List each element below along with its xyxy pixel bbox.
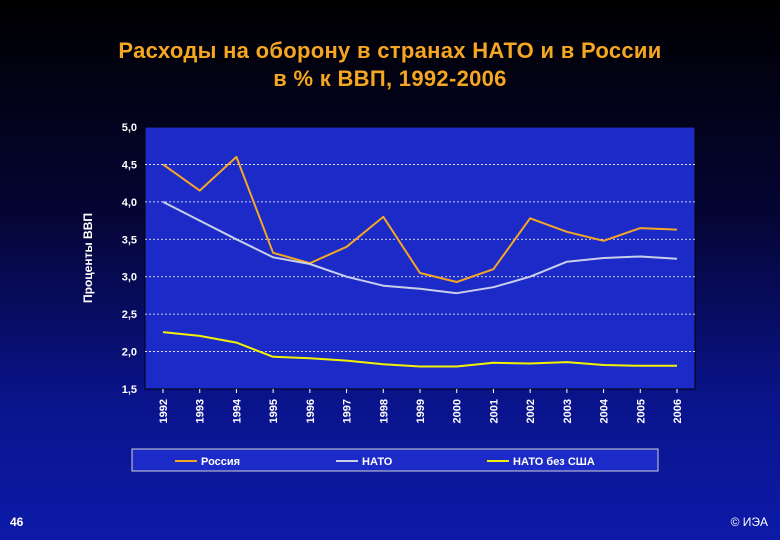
series-line-1 — [162, 155, 678, 283]
x-tick-label: 2003 — [562, 399, 574, 423]
y-tick-label: 3,0 — [122, 272, 137, 284]
legend-label: Россия — [201, 456, 240, 468]
x-tick-label: 1998 — [378, 399, 390, 423]
x-tick-label: 2005 — [635, 399, 647, 423]
copyright-notice: © ИЭА — [730, 515, 768, 529]
x-tick-label: 1995 — [268, 399, 280, 423]
x-tick-label: 2002 — [525, 399, 537, 423]
y-tick-label: 3,5 — [122, 234, 137, 246]
x-tick-label: 2006 — [672, 399, 684, 423]
y-tick-label: 2,5 — [122, 309, 137, 321]
x-tick-label: 1994 — [231, 398, 243, 423]
x-tick-label: 1999 — [415, 399, 427, 423]
legend-label: НАТО без США — [513, 456, 595, 468]
x-tick-label: 2004 — [599, 398, 611, 423]
series-line-2 — [162, 201, 678, 295]
x-tick-label: 1997 — [342, 399, 354, 423]
legend-label: НАТО — [362, 456, 393, 468]
y-tick-label: 1,5 — [122, 384, 137, 396]
series-line-3 — [162, 331, 677, 368]
y-tick-label: 2,0 — [122, 347, 137, 359]
y-tick-label: 4,0 — [122, 197, 137, 209]
chart-title-line1: Расходы на оборону в странах НАТО и в Ро… — [118, 38, 662, 63]
y-tick-label: 5,0 — [122, 122, 137, 134]
x-tick-label: 2001 — [488, 399, 500, 423]
legend-box — [131, 448, 659, 472]
x-tick-label: 1993 — [195, 399, 207, 423]
y-axis-label: Проценты ВВП — [81, 213, 95, 303]
y-tick-label: 4,5 — [122, 159, 137, 171]
x-tick-label: 2000 — [452, 399, 464, 423]
x-tick-label: 1992 — [158, 399, 170, 423]
x-tick-label: 1996 — [305, 399, 317, 423]
chart-title-line2: в % к ВВП, 1992-2006 — [273, 66, 507, 91]
slide-number: 46 — [10, 515, 24, 529]
